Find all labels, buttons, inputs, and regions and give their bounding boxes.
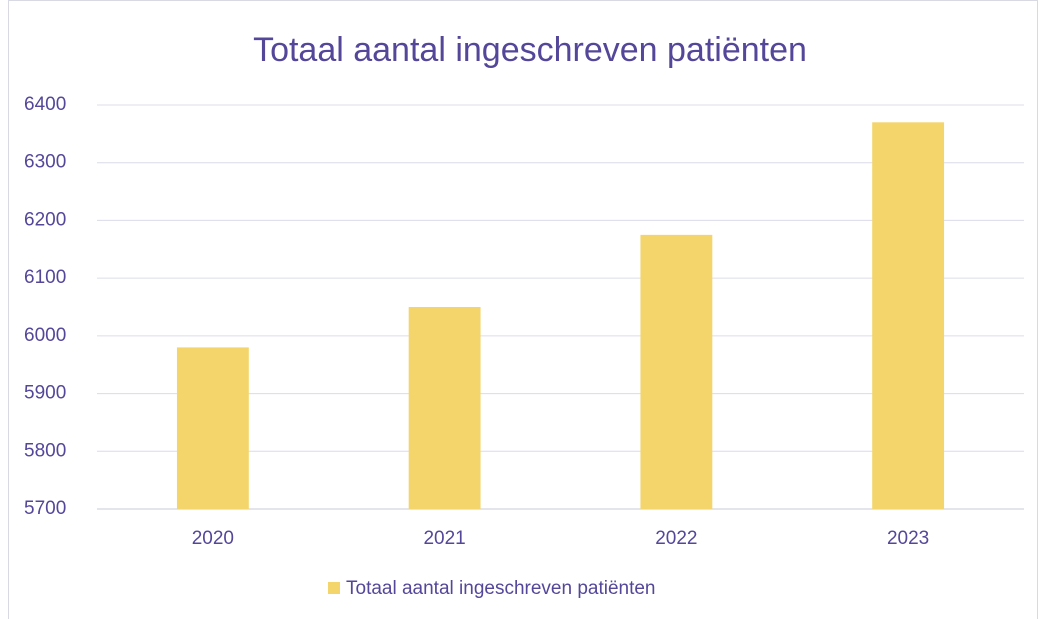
y-tick-label: 6200	[24, 209, 66, 230]
chart-border	[8, 0, 1038, 619]
y-tick-label: 5800	[24, 440, 66, 461]
x-tick-label: 2020	[192, 528, 234, 549]
legend-swatch	[328, 582, 340, 594]
y-tick-label: 6300	[24, 152, 66, 173]
bar	[872, 122, 945, 510]
y-tick-label: 5900	[24, 383, 66, 404]
y-tick-label: 6400	[24, 94, 66, 115]
x-tick-label: 2022	[655, 528, 697, 549]
y-tick-label: 6100	[24, 267, 66, 288]
bar	[176, 347, 249, 509]
x-tick-label: 2023	[887, 528, 929, 549]
y-tick-label: 5700	[24, 498, 66, 519]
x-tick-label: 2021	[423, 528, 465, 549]
chart-title: Totaal aantal ingeschreven patiënten	[253, 31, 807, 69]
bar	[640, 234, 713, 509]
bar	[408, 307, 481, 509]
legend-label: Totaal aantal ingeschreven patiënten	[346, 578, 656, 599]
y-tick-label: 6000	[24, 325, 66, 346]
